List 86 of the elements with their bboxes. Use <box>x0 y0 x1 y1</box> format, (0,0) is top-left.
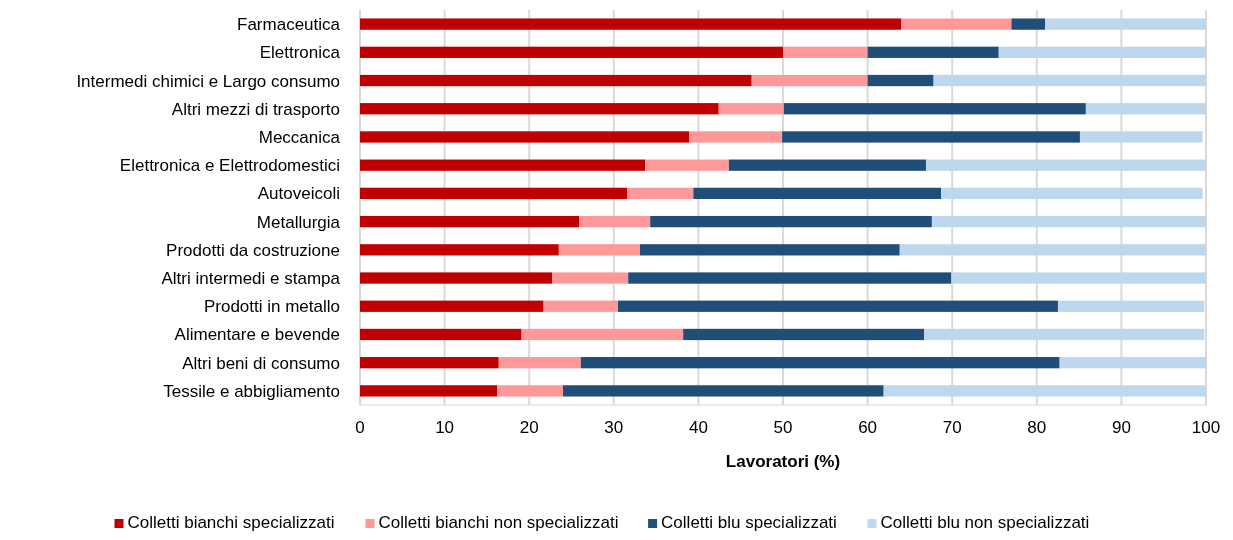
x-tick-label: 40 <box>688 418 708 437</box>
bar <box>579 215 651 228</box>
bar <box>783 46 868 58</box>
x-tick-label: 80 <box>1027 418 1047 437</box>
x-tick-label: 50 <box>773 418 793 437</box>
bar <box>628 272 952 284</box>
bar <box>360 244 559 256</box>
legend-label: Colletti bianchi non specializzati <box>378 513 619 532</box>
bar <box>360 385 498 397</box>
y-tick-label: Elettronica e Elettrodomestici <box>119 156 340 176</box>
y-tick-label: Tessile e abbigliamento <box>163 381 340 401</box>
bar <box>360 272 553 284</box>
y-tick-label: Altri intermedi e stampa <box>161 269 341 289</box>
legend-label: Colletti blu specializzati <box>661 513 837 532</box>
bar <box>924 328 1205 341</box>
bar <box>521 328 684 341</box>
x-axis-title: Lavoratori (%) <box>725 452 841 471</box>
y-tick-label: Altri beni di consumo <box>182 353 340 373</box>
y-tick-label: Farmaceutica <box>237 15 341 35</box>
bar <box>782 131 1080 143</box>
bar <box>640 244 900 256</box>
y-tick-label: Meccanica <box>258 127 341 147</box>
bar <box>497 385 564 397</box>
y-tick-label: Prodotti da costruzione <box>166 240 340 260</box>
bar <box>580 357 1060 369</box>
legend-label: Colletti bianchi specializzati <box>127 513 335 532</box>
bar <box>360 357 499 369</box>
y-tick-label: Metallurgia <box>256 212 341 232</box>
bar <box>1059 357 1206 369</box>
bar <box>683 328 925 341</box>
x-tick-label: 70 <box>942 418 962 437</box>
bar <box>360 103 719 115</box>
bar <box>1085 103 1206 115</box>
bar <box>751 74 868 87</box>
y-tick-label: Prodotti in metallo <box>203 297 340 317</box>
bar <box>627 187 694 200</box>
bar <box>901 18 1012 30</box>
bar <box>899 244 1206 256</box>
bar <box>360 74 752 87</box>
bar <box>1011 18 1046 30</box>
bar <box>689 131 783 143</box>
bar <box>360 18 902 30</box>
bar <box>718 103 784 115</box>
y-tick-label: Elettronica <box>259 43 341 63</box>
bar <box>360 131 690 143</box>
bar <box>998 46 1206 58</box>
bar <box>618 300 1058 312</box>
bar <box>867 46 999 58</box>
bar <box>933 74 1206 87</box>
bar <box>867 74 934 87</box>
bar <box>783 103 1086 115</box>
bar <box>931 215 1206 228</box>
x-tick-label: 0 <box>355 418 365 437</box>
x-tick-label: 30 <box>604 418 624 437</box>
bar <box>543 300 619 312</box>
bar <box>941 187 1203 200</box>
bar <box>645 159 729 171</box>
bar <box>360 328 522 341</box>
x-tick-label: 20 <box>519 418 539 437</box>
bar <box>552 272 629 284</box>
bar <box>360 159 646 171</box>
bar <box>360 300 544 312</box>
bar <box>558 244 641 256</box>
y-tick-label: Autoveicoli <box>257 184 340 204</box>
x-tick-label: 90 <box>1111 418 1131 437</box>
x-tick-label: 10 <box>435 418 455 437</box>
bar <box>360 46 783 58</box>
bar <box>360 187 628 200</box>
bar <box>360 215 580 228</box>
bar <box>883 385 1206 397</box>
y-tick-label: Alimentare e bevende <box>174 325 340 345</box>
legend-label: Colletti blu non specializzati <box>880 513 1090 532</box>
x-tick-label: 100 <box>1191 418 1221 437</box>
bar <box>650 215 932 228</box>
x-tick-label: 60 <box>858 418 878 437</box>
bar <box>925 159 1206 171</box>
bar <box>1045 18 1206 30</box>
bar <box>951 272 1206 284</box>
y-tick-label: Intermedi chimici e Largo consumo <box>76 71 340 91</box>
bar <box>693 187 942 200</box>
bar <box>1079 131 1203 143</box>
bar <box>728 159 926 171</box>
bar <box>563 385 884 397</box>
y-tick-label: Altri mezzi di trasporto <box>171 99 340 119</box>
bar <box>1057 300 1205 312</box>
bar <box>498 357 581 369</box>
